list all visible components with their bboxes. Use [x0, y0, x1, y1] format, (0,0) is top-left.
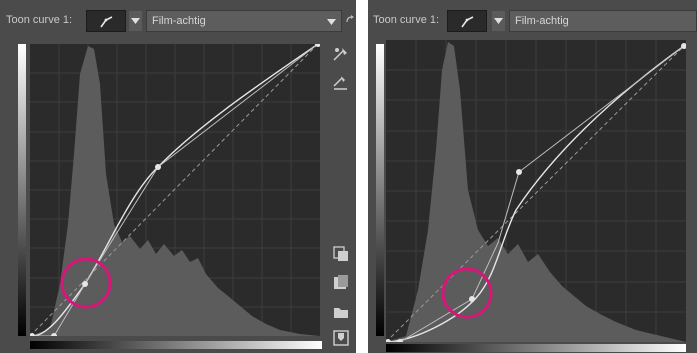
control-point — [681, 43, 686, 49]
edit-point-numeric-icon[interactable] — [332, 74, 348, 90]
tone-curve-label: Toon curve 1: — [6, 14, 73, 26]
chevron-down-icon — [131, 18, 140, 24]
preset-value: Film-achtig — [152, 15, 206, 27]
control-point — [30, 333, 35, 336]
edit-point-icon[interactable] — [332, 46, 348, 62]
curve-type-dropdown[interactable] — [492, 11, 505, 31]
open-folder-icon[interactable] — [333, 304, 349, 320]
input-gradient-bar — [30, 341, 322, 349]
identity-diagonal — [386, 45, 685, 342]
tone-curve-line — [387, 45, 685, 342]
highlight-circle — [60, 257, 112, 309]
curve-plot-area[interactable] — [386, 40, 686, 342]
output-gradient-bar — [18, 44, 26, 336]
save-icon[interactable] — [333, 330, 349, 346]
film-curve-icon — [461, 16, 474, 28]
paste-icon[interactable] — [333, 274, 349, 290]
output-gradient-bar — [376, 44, 384, 336]
curve-toolbar: Toon curve 1: Film-achtig — [368, 8, 697, 34]
control-point — [469, 296, 475, 302]
curve-type-button[interactable] — [447, 10, 487, 32]
identity-diagonal — [30, 44, 319, 336]
histogram — [30, 46, 320, 336]
curve-type-dropdown[interactable] — [129, 11, 142, 31]
tone-curve-label: Toon curve 1: — [373, 14, 440, 26]
preset-select[interactable]: Film-achtig — [509, 10, 697, 32]
control-point — [51, 333, 57, 336]
highlight-circle — [441, 267, 493, 319]
control-point — [315, 44, 320, 47]
tone-curve-panel-before: Toon curve 1: Film-achtig — [0, 0, 356, 353]
control-point — [386, 339, 391, 342]
curve-control-polygon — [388, 45, 685, 342]
input-gradient-bar — [386, 344, 686, 352]
tone-curve-panel-after: Toon curve 1: Film-achtig — [368, 0, 697, 353]
preset-value: Film-achtig — [515, 15, 569, 27]
copy-icon[interactable] — [333, 246, 349, 262]
preset-select[interactable]: Film-achtig — [146, 10, 342, 32]
curve-type-button[interactable] — [86, 10, 126, 32]
chevron-down-icon — [327, 19, 336, 25]
control-point — [155, 164, 161, 170]
chevron-down-icon — [494, 18, 503, 24]
reset-icon[interactable] — [345, 15, 355, 25]
film-curve-icon — [100, 16, 113, 28]
control-point — [397, 339, 403, 342]
curve-plot-area[interactable] — [30, 44, 320, 336]
curve-toolbar: Toon curve 1: Film-achtig — [0, 8, 356, 34]
tone-curve-line — [31, 44, 319, 336]
control-point — [82, 281, 88, 287]
control-point — [516, 169, 522, 175]
